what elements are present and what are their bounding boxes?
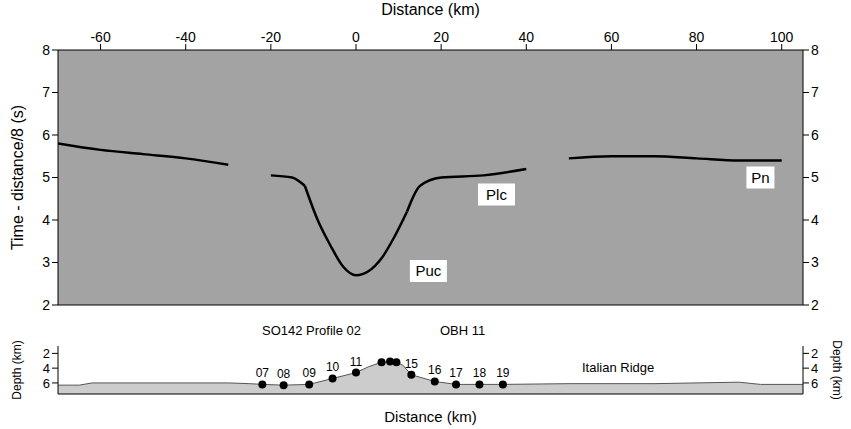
html-text:Italian Ridge: Italian Ridge — [582, 360, 655, 375]
svg-text:Plc: Plc — [486, 186, 507, 203]
svg-text:5: 5 — [811, 169, 819, 185]
svg-text:3: 3 — [42, 254, 50, 270]
svg-text:07: 07 — [256, 366, 270, 380]
svg-text:0: 0 — [352, 29, 360, 45]
svg-text:6: 6 — [42, 127, 50, 143]
svg-text:Depth (km): Depth (km) — [830, 340, 844, 399]
html-text:SO142 Profile 02: SO142 Profile 02 — [262, 323, 361, 338]
svg-text:4: 4 — [43, 361, 50, 376]
svg-text:Distance (km): Distance (km) — [384, 408, 477, 425]
svg-text:Distance (km): Distance (km) — [381, 1, 480, 18]
svg-text:-40: -40 — [176, 29, 196, 45]
svg-text:11: 11 — [350, 355, 363, 369]
svg-text:17: 17 — [449, 366, 463, 380]
svg-text:40: 40 — [518, 29, 534, 45]
html-text:OBH 11: OBH 11 — [440, 323, 486, 338]
svg-text:2: 2 — [811, 297, 819, 313]
svg-text:-60: -60 — [90, 29, 110, 45]
svg-text:19: 19 — [496, 366, 510, 380]
svg-text:4: 4 — [811, 212, 819, 228]
svg-text:3: 3 — [811, 254, 819, 270]
svg-text:8: 8 — [42, 42, 50, 58]
svg-text:4: 4 — [811, 361, 818, 376]
svg-text:-20: -20 — [261, 29, 281, 45]
svg-text:Time - distance/8 (s): Time - distance/8 (s) — [9, 105, 26, 250]
svg-text:6: 6 — [43, 376, 50, 391]
svg-text:08: 08 — [277, 367, 291, 381]
svg-text:80: 80 — [689, 29, 705, 45]
svg-text:18: 18 — [473, 366, 487, 380]
svg-text:2: 2 — [811, 346, 818, 361]
svg-text:09: 09 — [302, 366, 316, 380]
svg-text:10: 10 — [326, 360, 340, 374]
svg-text:2: 2 — [43, 346, 50, 361]
svg-text:7: 7 — [42, 84, 50, 100]
svg-text:100: 100 — [770, 29, 794, 45]
svg-text:5: 5 — [42, 169, 50, 185]
svg-text:8: 8 — [811, 42, 819, 58]
svg-text:60: 60 — [604, 29, 620, 45]
svg-text:6: 6 — [811, 376, 818, 391]
svg-text:15: 15 — [405, 357, 419, 371]
svg-text:4: 4 — [42, 212, 50, 228]
svg-text:20: 20 — [433, 29, 449, 45]
svg-text:6: 6 — [811, 127, 819, 143]
svg-text:7: 7 — [811, 84, 819, 100]
svg-text:Puc: Puc — [415, 262, 441, 279]
svg-text:Depth (km): Depth (km) — [10, 340, 24, 399]
svg-text:2: 2 — [42, 297, 50, 313]
svg-text:Pn: Pn — [751, 169, 769, 186]
svg-text:16: 16 — [428, 363, 442, 377]
